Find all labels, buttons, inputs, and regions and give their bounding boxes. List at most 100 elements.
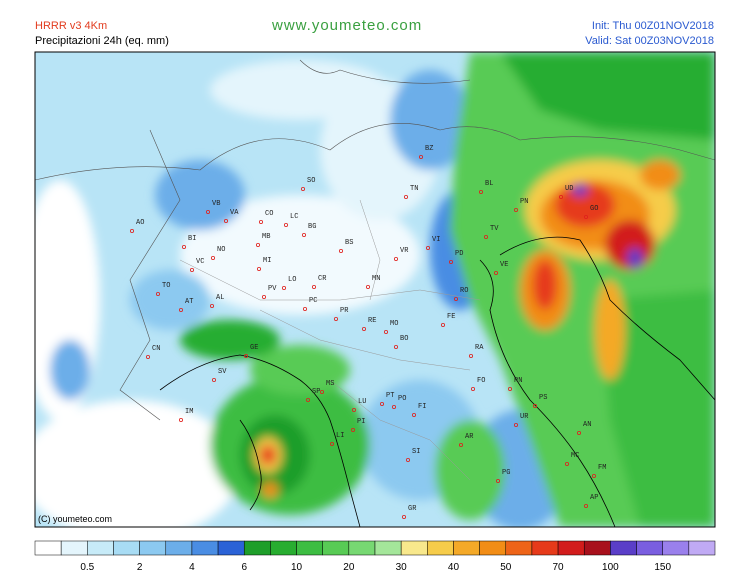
city-label: BO (400, 335, 408, 343)
city-label: MB (262, 233, 270, 241)
legend-swatch (34, 540, 62, 556)
city-label: AO (136, 219, 144, 227)
legend-label: 6 (241, 562, 247, 573)
region-borders (179, 199, 481, 481)
city-dot (401, 515, 406, 520)
site-name: www.youmeteo.com (272, 17, 423, 34)
city-dot (383, 329, 388, 334)
city-dot (577, 430, 582, 435)
legend-swatch (557, 540, 585, 556)
city-dot (178, 417, 183, 422)
city-label: FM (598, 464, 606, 472)
city-label: PT (386, 392, 394, 400)
map-frame (34, 51, 716, 528)
city-label: PC (309, 297, 317, 305)
city-label: BZ (425, 145, 433, 153)
city-dot (210, 255, 215, 260)
city-label: PG (502, 469, 510, 477)
legend-label: 40 (448, 562, 460, 573)
city-dot (319, 389, 324, 394)
city-label: BI (188, 235, 196, 243)
city-dot (403, 194, 408, 199)
city-dot (129, 228, 134, 233)
legend-label: 20 (343, 562, 355, 573)
legend-swatch (165, 540, 193, 556)
city-label: CN (152, 345, 160, 353)
city-dot (361, 326, 366, 331)
city-dot (440, 322, 445, 327)
city-label: RE (368, 317, 376, 325)
city-dot (329, 441, 334, 446)
precipitation-field (35, 52, 715, 527)
city-label: AP (590, 494, 598, 502)
city-label: SI (412, 448, 420, 456)
city-dot (592, 473, 597, 478)
city-dot (189, 267, 194, 272)
city-dot (453, 296, 458, 301)
city-label: SV (218, 368, 227, 376)
city-label: MI (263, 257, 271, 265)
city-label: NO (217, 246, 225, 254)
city-dot (155, 291, 160, 296)
city-dot (338, 248, 343, 253)
city-dot (507, 386, 512, 391)
city-dot (333, 316, 338, 321)
city-dot (379, 401, 384, 406)
city-label: VR (400, 247, 409, 255)
city-label: SP (312, 388, 320, 396)
city-label: PR (340, 307, 349, 315)
legend-swatch (139, 540, 167, 556)
city-dot (483, 234, 488, 239)
city-label: LO (288, 276, 296, 284)
city-label: UR (520, 413, 529, 421)
city-dot (351, 407, 356, 412)
copyright: (C) youmeteo.com (38, 514, 112, 524)
legend-label: 10 (291, 562, 303, 573)
city-dot (145, 354, 150, 359)
city-label: AR (465, 433, 474, 441)
city-dot (565, 461, 570, 466)
city-label: BL (485, 180, 493, 188)
city-label: FI (418, 403, 426, 411)
city-label: BS (345, 239, 353, 247)
city-dot (393, 344, 398, 349)
legend-swatch (191, 540, 219, 556)
city-label: GR (408, 505, 417, 513)
city-dot (243, 353, 248, 358)
legend-label: 0.5 (80, 562, 94, 573)
city-dot (559, 194, 564, 199)
city-dot (283, 222, 288, 227)
legend-swatch (583, 540, 611, 556)
city-dot (458, 442, 463, 447)
city-dot (393, 256, 398, 261)
city-dot (514, 207, 519, 212)
coastline (159, 236, 715, 527)
city-dot (391, 404, 396, 409)
city-dot (365, 284, 370, 289)
legend-label: 100 (602, 562, 619, 573)
legend-label: 2 (137, 562, 143, 573)
city-label: UD (565, 185, 573, 193)
city-labels: BZ SO TN BL UD PN GO AO VB VA CO LC BG TV BI NO MB MI BS VR… (129, 145, 606, 520)
city-label: LC (290, 213, 298, 221)
city-label: LI (336, 432, 344, 440)
city-dot (302, 306, 307, 311)
legend-swatch (636, 540, 663, 556)
legend-swatch (296, 540, 323, 556)
city-dot (425, 245, 430, 250)
city-dot (258, 219, 263, 224)
city-dot (281, 285, 286, 290)
legend-swatch (531, 540, 559, 556)
legend: 0.5 2 4 6 10 20 30 40 50 70 100 150 (34, 540, 716, 573)
city-dot (211, 377, 216, 382)
city-dot (256, 266, 261, 271)
legend-swatch (453, 540, 480, 556)
city-label: VI (432, 236, 440, 244)
city-label: VE (500, 261, 508, 269)
legend-swatch (113, 540, 140, 556)
city-label: PS (539, 394, 547, 402)
city-dot (255, 242, 260, 247)
legend-swatch (610, 540, 637, 556)
city-label: MN (372, 275, 380, 283)
city-dot (350, 427, 355, 432)
